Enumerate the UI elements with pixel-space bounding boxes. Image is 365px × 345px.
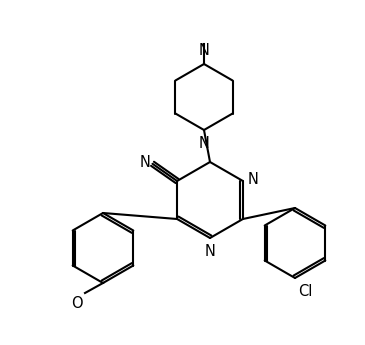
Text: N: N <box>204 244 215 259</box>
Text: N: N <box>199 43 210 58</box>
Text: N: N <box>140 155 150 170</box>
Text: O: O <box>72 296 83 311</box>
Text: N: N <box>199 136 210 151</box>
Text: N: N <box>248 172 259 187</box>
Text: Cl: Cl <box>298 284 312 299</box>
